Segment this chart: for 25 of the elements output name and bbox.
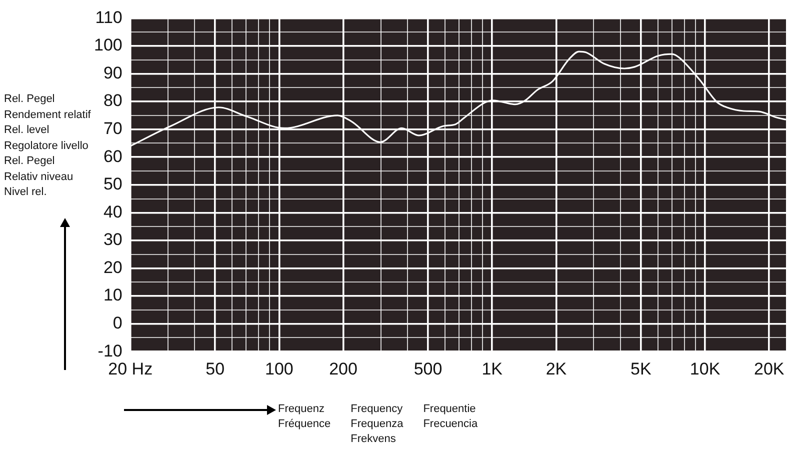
x-tick-label: 200: [329, 359, 358, 378]
y-tick-label: 50: [103, 174, 122, 194]
text: Frequenz Fréquence Frequency Frequenza Frekvens Frequentie Frecuencia: [278, 403, 478, 445]
x-tick-label: 20 Hz: [108, 359, 153, 378]
y-tick-label: 80: [103, 91, 122, 110]
x-tick-label: 1K: [482, 359, 504, 378]
y-tick-label: 110: [95, 8, 122, 27]
y-tick-label: 40: [103, 202, 122, 222]
x-tick-label: 5K: [630, 359, 652, 378]
x-tick-label: 100: [265, 359, 294, 378]
x-tick-label: 20K: [754, 359, 785, 378]
y-tick-label: 0: [112, 314, 122, 333]
y-tick-label: 100: [94, 36, 122, 55]
x-tick-label: 2K: [546, 359, 568, 378]
y-tick-label: 20: [103, 258, 122, 277]
x-tick-label: 50: [206, 359, 225, 378]
y-tick-label: 70: [103, 119, 122, 138]
y-tick-label: 30: [103, 230, 122, 250]
x-tick-label: 500: [414, 359, 442, 378]
x-tick-label: 10K: [690, 359, 721, 378]
y-tick-label: 60: [103, 146, 122, 166]
y-axis-title: Rel. Pegel Rendement relatif Rel. level Regolatore livello Rel. Pegel Relativ niveau Nivel rel.: [4, 92, 91, 200]
y-tick-label: 90: [103, 63, 122, 82]
y-tick-label: -10: [98, 341, 122, 360]
y-tick-label: 10: [103, 286, 122, 305]
